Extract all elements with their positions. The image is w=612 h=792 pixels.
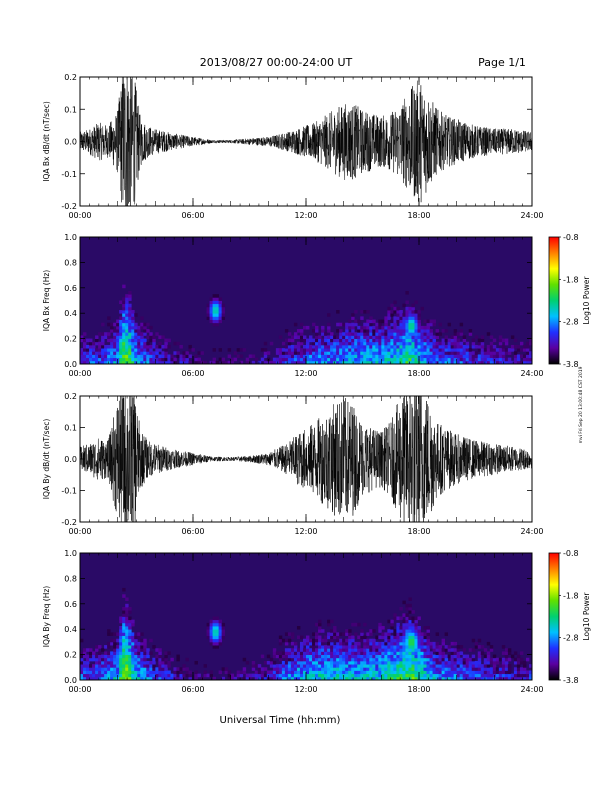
by-waveform-trace xyxy=(80,396,532,522)
bx-spectrogram-xtick-label: 12:00 xyxy=(294,369,317,378)
by-waveform-panel: 0.2 0.1 0.0 -0.1 -0.200:00 06:00 12:00 18:00 24:… xyxy=(42,392,544,536)
bx-spectrogram-ytick-label: 0.0 xyxy=(64,360,77,369)
bx-waveform-ytick-label: 0.1 xyxy=(64,105,77,114)
bx-spectrogram-ytick-label: 0.6 xyxy=(64,284,77,293)
by-spectrogram-xtick-label: 06:00 xyxy=(181,685,204,694)
bx-spectrogram-xtick-label: 00:00 xyxy=(68,369,91,378)
bx-spectrogram-colorbar-tick: -3.8 xyxy=(563,360,579,369)
bx-spectrogram-ytick-label: 1.0 xyxy=(64,233,77,242)
by-waveform-ytick-label: -0.1 xyxy=(61,487,77,496)
by-spectrogram-ytick-label: 0.0 xyxy=(64,676,77,685)
by-waveform-ytick-label: 0.1 xyxy=(64,424,77,433)
page-indicator: Page 1/1 xyxy=(478,56,526,69)
bx-waveform-xtick-label: 06:00 xyxy=(181,211,204,220)
by-waveform-xtick-label: 24:00 xyxy=(520,527,543,536)
bx-waveform-ytick-label: -0.2 xyxy=(61,202,77,211)
by-spectrogram-colorbar-label: Log10 Power xyxy=(582,592,591,641)
by-spectrogram-xtick-label: 18:00 xyxy=(407,685,430,694)
by-spectrogram-cells xyxy=(80,587,532,680)
by-spectrogram-xtick-label: 12:00 xyxy=(294,685,317,694)
by-spectrogram-ytick-label: 0.2 xyxy=(64,651,77,660)
bx-waveform-xtick-label: 24:00 xyxy=(520,211,543,220)
by-spectrogram-ylabel: IQA By Freq (Hz) xyxy=(42,586,51,648)
by-waveform-xtick-label: 18:00 xyxy=(407,527,430,536)
by-spectrogram-ytick-label: 1.0 xyxy=(64,549,77,558)
bx-spectrogram-ylabel: IQA Bx Freq (Hz) xyxy=(42,270,51,332)
bx-spectrogram-xtick-label: 06:00 xyxy=(181,369,204,378)
date-range-title: 2013/08/27 00:00-24:00 UT xyxy=(200,56,353,69)
bx-waveform-ylabel: IQA Bx dB/dt (nT/sec) xyxy=(42,101,51,182)
by-spectrogram-colorbar-tick: -0.8 xyxy=(563,549,579,558)
by-waveform-xtick-label: 12:00 xyxy=(294,527,317,536)
by-spectrogram-colorbar-tick: -2.8 xyxy=(563,634,579,643)
bx-spectrogram-colorbar-label: Log10 Power xyxy=(582,276,591,325)
by-spectrogram-ytick-label: 0.6 xyxy=(64,600,77,609)
by-waveform-ytick-label: 0.2 xyxy=(64,392,77,401)
by-spectrogram-panel: -0.8 -1.8 -2.8 -3.8 Log10 Power 1.0 0.8 0.6 0.4 0… xyxy=(42,549,591,694)
bx-waveform-xtick-label: 18:00 xyxy=(407,211,430,220)
bx-spectrogram-cells xyxy=(80,284,532,364)
by-spectrogram-colorbar xyxy=(548,552,560,681)
by-waveform-ylabel: IQA By dB/dt (nT/sec) xyxy=(42,419,51,500)
bx-waveform-ytick-label: 0.2 xyxy=(64,73,77,82)
by-spectrogram-colorbar-tick: -3.8 xyxy=(563,676,579,685)
bx-waveform-xtick-label: 00:00 xyxy=(68,211,91,220)
bx-waveform-ytick-label: -0.1 xyxy=(61,170,77,179)
by-waveform-xtick-label: 06:00 xyxy=(181,527,204,536)
by-spectrogram-xtick-label: 24:00 xyxy=(520,685,543,694)
by-spectrogram-xtick-label: 00:00 xyxy=(68,685,91,694)
bx-spectrogram-colorbar-tick: -1.8 xyxy=(563,275,579,284)
bx-waveform-ytick-label: 0.0 xyxy=(64,138,77,147)
bx-waveform-trace xyxy=(80,77,532,206)
by-spectrogram-colorbar-tick: -1.8 xyxy=(563,591,579,600)
bx-waveform-xtick-label: 12:00 xyxy=(294,211,317,220)
bx-spectrogram-xtick-label: 18:00 xyxy=(407,369,430,378)
bx-spectrogram-xtick-label: 24:00 xyxy=(520,369,543,378)
bx-spectrogram-ytick-label: 0.2 xyxy=(64,335,77,344)
bx-waveform-panel: 0.2 0.1 0.0 -0.1 -0.200:00 06:00 12:00 18:00 24:… xyxy=(42,73,544,220)
bx-spectrogram-ytick-label: 0.4 xyxy=(64,309,77,318)
by-spectrogram-ytick-label: 0.4 xyxy=(64,625,77,634)
panels: 0.20.10.0-0.1-0.200:00 06:00 12:00 18:00 24:… xyxy=(42,73,591,694)
bx-spectrogram-ytick-label: 0.8 xyxy=(64,258,77,267)
x-axis-label: Universal Time (hh:mm) xyxy=(220,715,341,726)
bx-spectrogram-colorbar xyxy=(548,236,560,365)
bx-spectrogram-colorbar-tick: -2.8 xyxy=(563,318,579,327)
bx-spectrogram-panel: -0.8 -1.8 -2.8 -3.8 Log10 Power 1.0 0.8 0.6 0.4 0… xyxy=(42,233,591,378)
by-spectrogram-ytick-label: 0.8 xyxy=(64,574,77,583)
bx-spectrogram-colorbar-tick: -0.8 xyxy=(563,233,579,242)
by-waveform-ytick-label: 0.0 xyxy=(64,455,77,464)
processing-stamp: mvi Fri Sep 20 13:00:48 CST 2019 xyxy=(578,366,584,443)
by-waveform-ytick-label: -0.2 xyxy=(61,518,77,527)
by-waveform-xtick-label: 00:00 xyxy=(68,527,91,536)
